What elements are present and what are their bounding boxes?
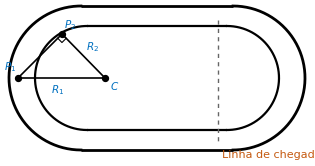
Text: $P_2$: $P_2$ [64, 18, 76, 32]
Text: $R_2$: $R_2$ [87, 40, 100, 54]
Text: $C$: $C$ [110, 80, 119, 92]
Text: $P_1$: $P_1$ [4, 60, 16, 74]
Text: Linha de chegada: Linha de chegada [222, 150, 315, 160]
Text: $R_1$: $R_1$ [51, 83, 64, 97]
Point [102, 77, 107, 79]
Point [60, 33, 65, 35]
Point [15, 77, 20, 79]
